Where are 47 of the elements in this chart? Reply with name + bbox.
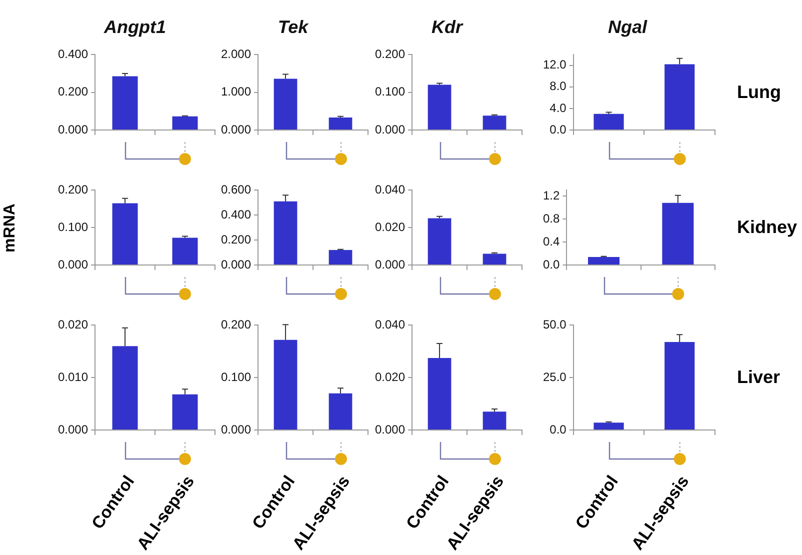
y-tick-label: 0.000: [375, 122, 406, 136]
y-tick-label: 0.000: [375, 422, 406, 436]
y-tick-label: 0.400: [58, 46, 88, 61]
y-tick-label: 0.0: [550, 422, 567, 436]
y-tick-label: 4.0: [550, 100, 567, 115]
y-tick-label: 0.400: [221, 207, 252, 222]
y-tick-label: 0.020: [375, 370, 406, 384]
y-tick-label: 0.100: [375, 84, 406, 99]
y2-axis-title: Liver: [737, 367, 780, 388]
y-tick-label: 8.0: [550, 79, 567, 94]
y2-axis-title: Kidney: [737, 217, 798, 238]
chart-title: Angpt1: [103, 16, 166, 37]
y-tick-label: 0.100: [58, 220, 88, 234]
y-tick-label: 0.200: [221, 232, 252, 246]
chart-title: Ngal: [608, 16, 648, 37]
y-tick-label: 0.010: [58, 370, 88, 384]
y-tick-label: 0.000: [58, 122, 88, 136]
y-tick-label: 0.8: [542, 211, 560, 226]
y-tick-label: 25.0: [542, 370, 567, 384]
y-tick-label: 0.000: [58, 422, 88, 436]
y-tick-label: 0.000: [58, 257, 88, 272]
y-tick-label: 0.0: [550, 122, 567, 136]
y-tick-label: 0.4: [542, 234, 560, 248]
y-tick-label: 0.200: [375, 46, 406, 61]
y-tick-label: 2.000: [221, 46, 252, 61]
y-tick-label: 1.2: [542, 188, 560, 202]
y-tick-label: 0.040: [375, 318, 406, 332]
y2-axis-title: Lung: [737, 82, 781, 103]
y-tick-label: 0.000: [221, 122, 252, 136]
y-tick-label: 0.200: [58, 182, 88, 197]
y-axis-title: mRNA: [0, 203, 19, 252]
y-tick-label: 0.100: [221, 370, 252, 384]
y-tick-label: 0.020: [375, 220, 406, 234]
chart-title: Kdr: [432, 16, 464, 37]
y-tick-label: 50.0: [542, 318, 567, 332]
y-tick-label: 0.200: [221, 318, 252, 332]
y-tick-label: 0.040: [375, 182, 406, 197]
y-tick-label: 0.000: [221, 257, 252, 272]
y-tick-label: 0.600: [221, 182, 252, 197]
y-tick-label: 12.0: [542, 58, 567, 72]
chart-title: Tek: [278, 16, 310, 37]
y-tick-label: 0.000: [375, 257, 406, 272]
y-tick-label: 0.0: [542, 257, 560, 272]
y-tick-label: 0.000: [221, 422, 252, 436]
y-tick-label: 1.000: [221, 84, 252, 99]
y-tick-label: 0.020: [58, 318, 88, 332]
y-tick-label: 0.200: [58, 84, 88, 99]
